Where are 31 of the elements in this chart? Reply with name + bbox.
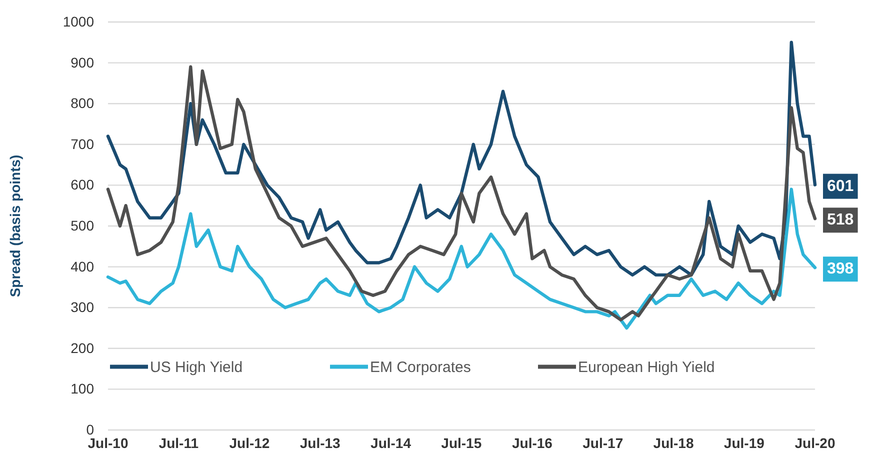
- x-tick-label: Jul-18: [653, 434, 694, 451]
- x-tick-label: Jul-19: [724, 434, 765, 451]
- y-tick-label: 300: [70, 299, 94, 316]
- y-tick-label: 400: [70, 258, 94, 274]
- x-tick-label: Jul-14: [370, 434, 412, 451]
- x-tick-label: Jul-13: [300, 434, 341, 451]
- line-series: [106, 65, 817, 322]
- x-tick-label: Jul-11: [158, 434, 199, 451]
- y-tick-label: 900: [70, 54, 94, 70]
- legend-label: US High Yield: [150, 358, 243, 376]
- x-tick-label: Jul-20: [794, 434, 836, 451]
- y-tick-label: 600: [70, 176, 94, 193]
- legend-label: EM Corporates: [370, 358, 471, 376]
- x-tick-label: Jul-15: [441, 434, 482, 451]
- annotation: 398: [827, 260, 854, 278]
- y-tick-label: 0: [86, 421, 94, 438]
- line-series: [106, 188, 817, 330]
- annotation: 518: [827, 212, 854, 229]
- legend-label: European High Yield: [578, 358, 715, 376]
- x-tick-label: Jul-10: [88, 434, 128, 451]
- x-tick-label: Jul-16: [512, 434, 553, 451]
- x-tick-label: Jul-17: [582, 434, 624, 451]
- y-tick-label: 100: [70, 380, 94, 397]
- annotation: 601: [827, 178, 854, 195]
- y-tick-label: 500: [70, 217, 94, 234]
- y-tick-label: 700: [70, 136, 94, 152]
- y-tick-label: 200: [70, 340, 94, 356]
- x-tick-label: Jul-12: [229, 434, 270, 451]
- y-tick-label: 1000: [62, 13, 94, 30]
- y-tick-label: 800: [70, 95, 94, 112]
- y-axis-title: Spread (basis points): [7, 154, 23, 298]
